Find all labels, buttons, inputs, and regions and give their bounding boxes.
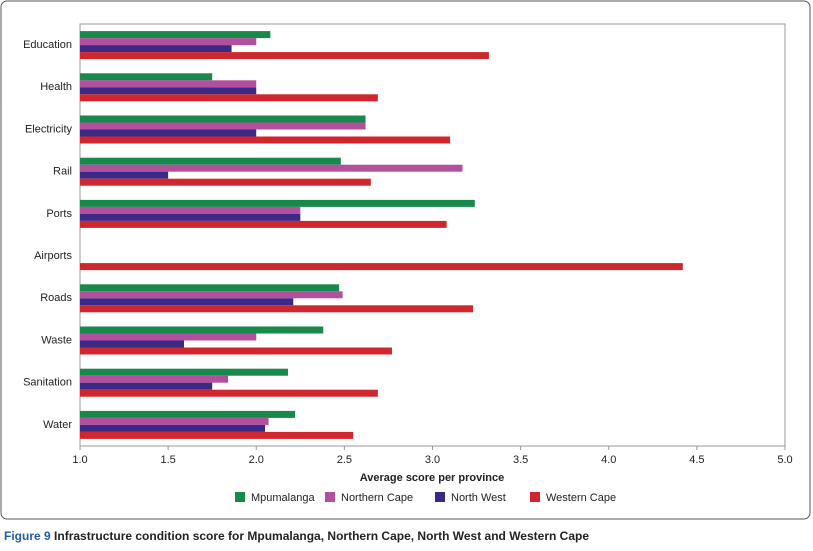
- bar: [80, 382, 213, 390]
- bar: [80, 206, 301, 214]
- bar: [80, 284, 340, 292]
- bar: [80, 431, 354, 439]
- bar: [80, 368, 288, 376]
- bar: [80, 73, 213, 81]
- y-tick-label: Ports: [46, 208, 72, 220]
- bar: [80, 417, 269, 425]
- bar: [80, 375, 229, 383]
- y-tick-label: Waste: [41, 334, 72, 346]
- bar: [80, 38, 257, 46]
- chart: Average score per province 1.0 1.5 2.0 2.5 3…: [0, 0, 811, 520]
- x-tick-label: 4.0: [601, 454, 616, 466]
- bar: [80, 171, 169, 179]
- x-tick-label: 3.0: [425, 454, 440, 466]
- bar: [80, 52, 489, 60]
- bar: [80, 45, 232, 53]
- bar: [80, 305, 474, 313]
- bar: [80, 199, 475, 207]
- x-tick-label: 5.0: [777, 454, 792, 466]
- x-tick-label: 1.5: [160, 454, 175, 466]
- bar: [80, 157, 341, 165]
- x-tick-label: 3.5: [513, 454, 528, 466]
- bar: [80, 213, 301, 221]
- x-tick-label: 2.5: [337, 454, 352, 466]
- y-tick-label: Sanitation: [23, 377, 72, 389]
- y-tick-label: Roads: [40, 292, 72, 304]
- legend-swatch: [235, 492, 245, 502]
- legend-label: North West: [451, 492, 506, 504]
- legend-label: Mpumalanga: [251, 492, 315, 504]
- y-tick-label: Rail: [53, 166, 72, 178]
- legend-swatch: [435, 492, 445, 502]
- bar: [80, 178, 371, 186]
- bar: [80, 129, 257, 137]
- bar: [80, 424, 266, 432]
- legend-swatch: [530, 492, 540, 502]
- bar: [80, 333, 257, 341]
- bar: [80, 340, 184, 348]
- bar: [80, 115, 366, 123]
- bar: [80, 87, 257, 95]
- bar: [80, 347, 392, 355]
- y-tick-label: Health: [40, 81, 72, 93]
- caption: Figure 9 Infrastructure condition score …: [4, 529, 589, 543]
- bar: [80, 389, 378, 397]
- y-tick-label: Education: [23, 39, 72, 51]
- bar: [80, 122, 366, 130]
- x-axis-title: Average score per province: [360, 472, 505, 484]
- bar: [80, 80, 257, 88]
- bar: [80, 298, 294, 306]
- legend-label: Northern Cape: [341, 492, 413, 504]
- y-tick-label: Electricity: [25, 123, 73, 135]
- bar: [80, 136, 451, 144]
- legend-swatch: [325, 492, 335, 502]
- y-tick-label: Water: [43, 419, 72, 431]
- x-tick-label: 4.5: [689, 454, 704, 466]
- x-tick-label: 2.0: [249, 454, 264, 466]
- bar: [80, 164, 463, 172]
- bar: [80, 94, 378, 102]
- bar: [80, 263, 683, 271]
- caption-text: Infrastructure condition score for Mpuma…: [54, 529, 589, 543]
- frame: [0, 0, 811, 520]
- bar: [80, 31, 271, 39]
- caption-label: Figure 9: [4, 529, 51, 543]
- bar: [80, 410, 296, 418]
- bar: [80, 326, 324, 334]
- x-tick-label: 1.0: [72, 454, 87, 466]
- bar: [80, 220, 447, 228]
- bar: [80, 291, 343, 299]
- legend-label: Western Cape: [546, 492, 616, 504]
- y-tick-label: Airports: [34, 250, 72, 262]
